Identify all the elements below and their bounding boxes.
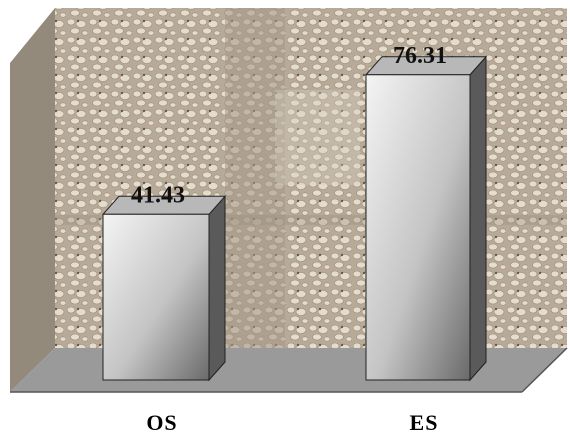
bar-front-face bbox=[102, 213, 210, 381]
bar-side-face bbox=[469, 55, 487, 382]
plot-side-wall bbox=[10, 8, 55, 392]
bar-side-face bbox=[208, 194, 226, 382]
data-label-es: 76.31 bbox=[393, 43, 447, 69]
bar-os bbox=[101, 194, 227, 382]
bar-front-face bbox=[365, 74, 471, 381]
category-label-os: OS bbox=[146, 410, 177, 435]
category-label-es: ES bbox=[410, 410, 439, 435]
bar-es bbox=[364, 55, 488, 382]
data-label-os: 41.43 bbox=[131, 182, 185, 208]
